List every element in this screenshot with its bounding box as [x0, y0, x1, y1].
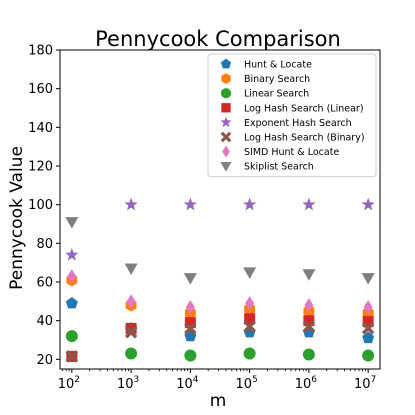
legend-marker [220, 116, 232, 128]
data-point-exponent-hash-search [183, 197, 198, 211]
legend-entry-label: Skiplist Search [244, 162, 314, 173]
y-tick-label: 140 [28, 121, 53, 136]
x-tick-label: 105 [235, 375, 257, 392]
data-point-log-hash-search-linear [303, 315, 315, 327]
legend-entry-label: Log Hash Search (Binary) [244, 133, 365, 144]
plot-area: 20 40 60 80 100 120 140 160 180 102 103 104 105 106 10… [28, 44, 381, 392]
data-point-simd-hunt-locate [67, 269, 77, 284]
legend-marker [221, 103, 231, 113]
data-point-exponent-hash-search [361, 197, 375, 211]
data-point-hunt-locate [362, 331, 375, 344]
y-tick-label: 180 [28, 44, 53, 59]
legend-marker [222, 145, 230, 158]
legend-entry-label: Log Hash Search (Linear) [244, 103, 364, 114]
data-point-log-hash-search-binary [124, 325, 138, 339]
data-point-simd-hunt-locate [185, 300, 195, 315]
data-point-log-hash-search-binary [302, 320, 316, 333]
legend-entry-label: Binary Search [244, 74, 310, 85]
data-point-exponent-hash-search [242, 197, 257, 211]
data-point-linear-search [243, 347, 256, 360]
y-tick-label: 40 [36, 314, 53, 329]
legend-box [207, 53, 377, 178]
data-point-exponent-hash-search [124, 197, 138, 211]
legend-entry-label: Hunt & Locate [244, 60, 312, 71]
data-point-skiplist-search [243, 267, 257, 279]
data-point-linear-search [184, 349, 197, 362]
y-tick-label: 20 [36, 353, 53, 368]
data-point-exponent-hash-search [302, 197, 316, 211]
data-point-skiplist-search [65, 217, 79, 229]
data-point-skiplist-search [302, 269, 316, 281]
data-point-simd-hunt-locate [245, 296, 255, 311]
x-tick-label: 103 [117, 375, 139, 392]
legend-marker [220, 88, 232, 99]
legend-marker [221, 73, 231, 84]
data-point-linear-search [125, 347, 138, 360]
data-point-log-hash-search-binary [361, 322, 375, 335]
legend-entry-label: Exponent Hash Search [244, 118, 352, 129]
data-point-skiplist-search [183, 273, 197, 285]
legend-entry-label: Linear Search [244, 89, 309, 100]
data-point-linear-search [302, 348, 315, 361]
data-point-linear-search [65, 330, 78, 343]
data-point-exponent-hash-search [65, 247, 79, 261]
data-point-log-hash-search-linear [125, 322, 137, 334]
y-tick-label: 60 [36, 276, 53, 291]
legend-marker [220, 161, 232, 172]
data-point-log-hash-search-binary [65, 350, 79, 363]
x-tick-label: 102 [58, 375, 80, 392]
legend-marker [220, 58, 232, 69]
x-tick-label: 106 [295, 375, 318, 392]
data-point-hunt-locate [65, 296, 78, 309]
x-tick-label: 104 [176, 375, 199, 392]
x-axis-label: m [210, 391, 227, 411]
legend: Hunt & Locate Binary Search Linear Search L… [207, 53, 377, 178]
data-point-log-hash-search-binary [184, 322, 197, 335]
data-point-simd-hunt-locate [363, 300, 373, 315]
legend-entry-label: SIMD Hunt & Locate [244, 147, 339, 158]
data-point-log-hash-search-linear [184, 317, 196, 329]
y-axis-label: Pennycook Value [7, 146, 27, 290]
data-point-log-hash-search-linear [244, 313, 256, 325]
y-tick-label: 80 [36, 237, 53, 252]
data-point-log-hash-search-linear [362, 316, 374, 328]
legend-marker [220, 131, 232, 143]
chart-title: Pennycook Comparison [95, 27, 341, 51]
data-point-simd-hunt-locate [126, 294, 136, 309]
data-point-skiplist-search [124, 263, 138, 275]
data-point-linear-search [362, 349, 375, 362]
y-tick-label: 160 [28, 82, 53, 97]
data-point-simd-hunt-locate [304, 298, 314, 313]
data-point-log-hash-search-binary [243, 320, 256, 333]
y-tick-label: 100 [28, 198, 53, 213]
x-tick-label: 107 [354, 375, 376, 392]
y-tick-label: 120 [28, 160, 53, 175]
plot-frame [59, 49, 381, 370]
data-point-skiplist-search [361, 273, 375, 285]
